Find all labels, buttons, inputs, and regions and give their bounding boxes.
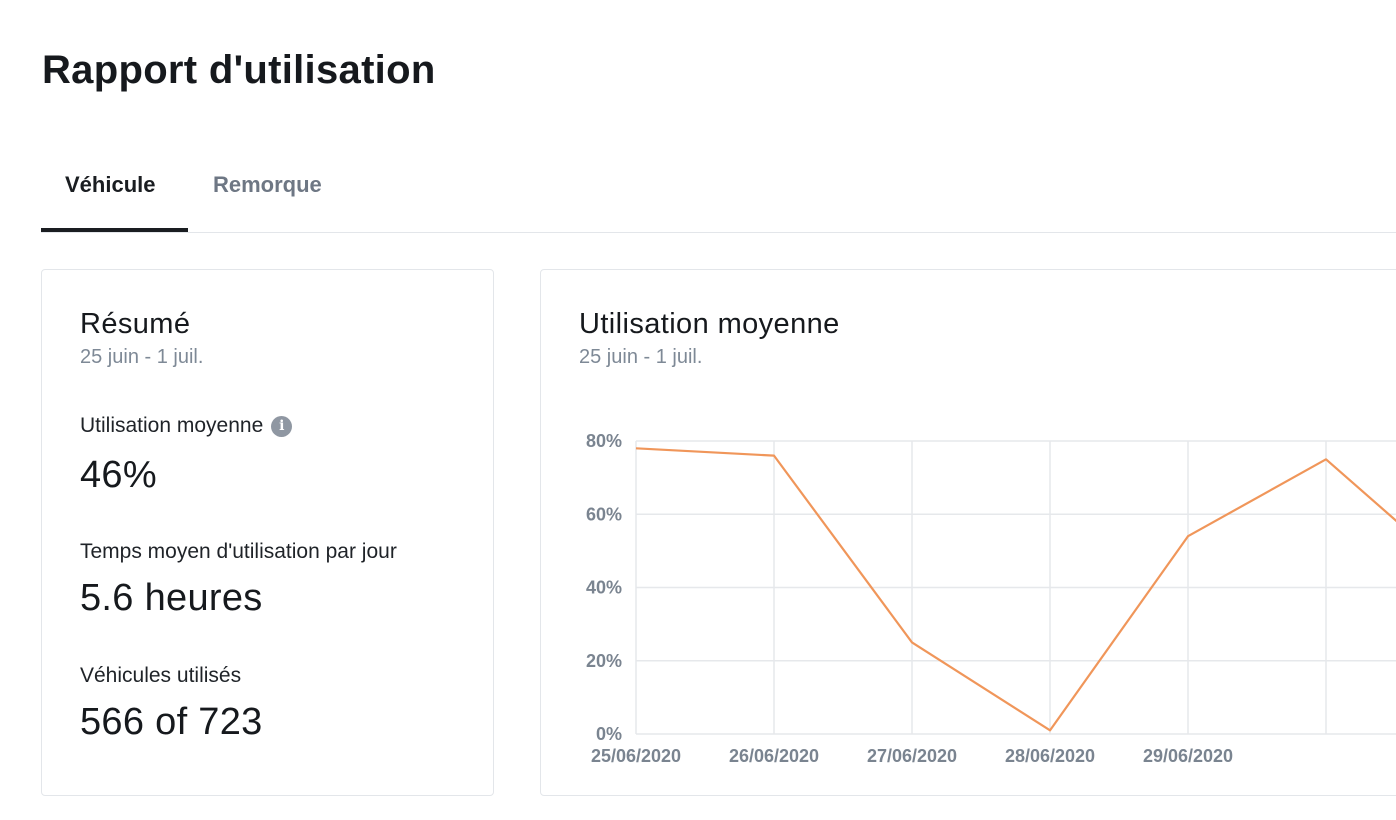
page-title: Rapport d'utilisation [42, 48, 436, 92]
x-tick-label: 28/06/2020 [1005, 746, 1095, 766]
chart-date-range: 25 juin - 1 juil. [579, 346, 703, 368]
summary-title: Résumé [80, 308, 191, 340]
x-tick-label: 26/06/2020 [729, 746, 819, 766]
info-icon[interactable]: i [271, 415, 293, 437]
metric-value-vehicles-used: 566 of 723 [80, 701, 263, 743]
metric-label-average-usage: Utilisation moyenne i [80, 414, 293, 438]
series-line [635, 447, 1396, 732]
tab-remorque[interactable]: Remorque [213, 172, 322, 197]
x-tick-label: 29/06/2020 [1143, 746, 1233, 766]
summary-date-range: 25 juin - 1 juil. [80, 346, 204, 368]
active-tab-indicator [41, 228, 188, 232]
y-tick-label: 40% [586, 578, 622, 598]
metric-label-vehicles-used: Véhicules utilisés [80, 664, 242, 687]
x-tick-label: 25/06/2020 [591, 746, 681, 766]
summary-card: Résumé 25 juin - 1 juil. Utilisation moy… [41, 269, 494, 796]
y-tick-label: 20% [586, 651, 622, 671]
tab-vehicule[interactable]: Véhicule [65, 172, 156, 197]
y-tick-label: 60% [586, 504, 622, 524]
x-tick-label: 27/06/2020 [867, 746, 957, 766]
metric-label-text: Utilisation moyenne [80, 414, 264, 437]
metric-value-average-usage: 46% [80, 454, 157, 496]
y-tick-label: 80% [586, 431, 622, 451]
metric-label-daily-time: Temps moyen d'utilisation par jour [80, 540, 397, 563]
metric-value-daily-time: 5.6 heures [80, 577, 263, 619]
usage-line-chart: 0% 20% 40% 60% 80% 25/06/2020 26/06/2020 27/06/… [586, 431, 1396, 766]
y-tick-label: 0% [596, 724, 622, 744]
tab-bar: Véhicule Remorque [41, 150, 1396, 233]
chart-card: Utilisation moyenne 25 juin - 1 juil. 0%… [540, 269, 1396, 796]
chart-card-title: Utilisation moyenne [579, 308, 840, 340]
